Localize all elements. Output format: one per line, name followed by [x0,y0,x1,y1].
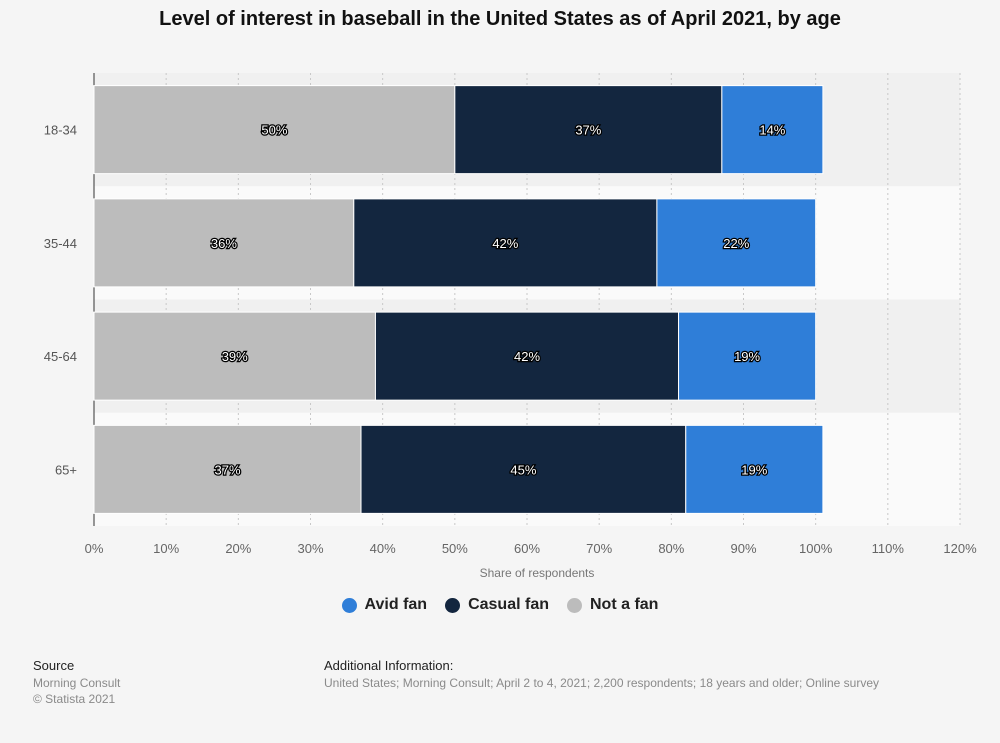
data-label: 50% [261,123,287,138]
x-tick-label: 10% [153,541,179,556]
casual-fan-legend-marker [445,597,461,613]
x-tick-label: 100% [799,541,833,556]
legend-item-avid-fan[interactable]: Avid fan [341,596,428,614]
category-label: 35-44 [44,236,77,251]
legend-label-not-a-fan: Not a fan [590,596,659,613]
bar-segment [721,85,824,175]
data-label: 45% [510,462,536,477]
additional-info-block: Additional Information: United States; M… [324,658,879,691]
x-axis-title: Share of respondents [480,566,595,580]
bar-segment [353,198,658,288]
legend-item-not-a-fan[interactable]: Not a fan [567,596,658,614]
x-tick-label: 0% [85,541,104,556]
data-label: 19% [741,462,767,477]
x-tick-label: 30% [297,541,323,556]
bar-segment [93,424,362,514]
not-a-fan-legend-marker [567,597,582,613]
data-label: 37% [214,462,240,477]
category-label: 45-64 [44,349,77,364]
data-label: 14% [759,123,785,138]
legend-item-casual-fan[interactable]: Casual fan [445,596,549,614]
additional-info-text: United States; Morning Consult; April 2 … [324,676,879,690]
chart-legend: Avid fan Casual fan Not a fan [0,596,1000,614]
data-label: 36% [211,236,237,251]
category-label: 65+ [55,462,77,477]
data-label: 42% [492,236,518,251]
data-label: 42% [514,349,540,364]
x-tick-label: 20% [225,541,251,556]
x-tick-label: 120% [943,541,977,556]
x-tick-label: 90% [730,541,756,556]
legend-label-avid-fan: Avid fan [364,596,428,613]
bar-segment [93,311,376,401]
bar-segment [678,311,817,401]
chart-title: Level of interest in baseball in the Uni… [159,8,841,30]
x-tick-label: 60% [514,541,540,556]
bar-segment [93,198,355,288]
data-label: 39% [222,349,248,364]
copyright-text: © Statista 2021 [33,692,116,706]
source-heading: Source [33,658,75,673]
x-tick-label: 50% [442,541,468,556]
x-tick-label: 110% [872,541,905,556]
x-tick-label: 40% [370,541,396,556]
additional-info-heading: Additional Information: [324,658,454,673]
source-name: Morning Consult [33,676,121,690]
source-block: Source Morning Consult © Statista 2021 [33,658,120,707]
category-label: 18-34 [44,123,77,138]
bar-segment [93,85,456,175]
data-label: 22% [723,236,749,251]
data-label: 37% [575,123,601,138]
bar-segment [685,424,824,514]
bar-segment [374,311,680,401]
legend-label-casual-fan: Casual fan [468,596,549,613]
stacked-bar-chart: 0% 10% 20% 30% 40% 50% 60% 70% 80% 90% 100% 110% 120… [44,73,977,580]
bar-segment [360,424,687,514]
x-tick-label: 80% [658,541,684,556]
data-label: 19% [734,349,760,364]
x-tick-label: 70% [586,541,612,556]
avid-fan-legend-marker [341,597,357,613]
bar-segment [656,198,817,288]
